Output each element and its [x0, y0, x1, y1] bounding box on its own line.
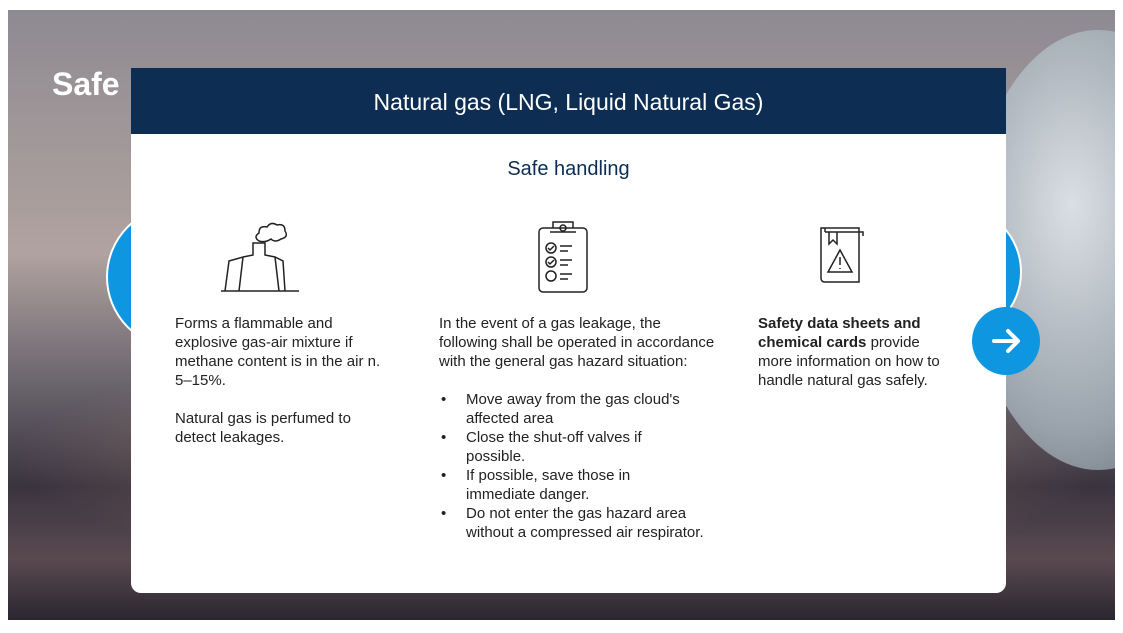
paragraph: In the event of a gas leakage, the follo…: [439, 314, 719, 371]
modal-subtitle: Safe handling: [131, 158, 1006, 181]
column-3: Safety data sheets and chemical cards pr…: [758, 314, 950, 409]
paragraph: Safety data sheets and chemical cards pr…: [758, 314, 950, 390]
bullet: Do not enter the gas hazard area without…: [439, 504, 726, 542]
modal: Natural gas (LNG, Liquid Natural Gas) Sa…: [131, 68, 1006, 593]
column-2: In the event of a gas leakage, the follo…: [439, 314, 719, 542]
icon-checklist: [536, 218, 590, 294]
modal-title: Natural gas (LNG, Liquid Natural Gas): [131, 68, 1006, 134]
bullet-list: Move away from the gas cloud's affected …: [439, 390, 719, 542]
column-1: Forms a flammable and explosive gas-air …: [175, 314, 395, 466]
page: Safe Natural gas (LNG, Liquid Natural Ga…: [0, 0, 1123, 633]
bullet: Move away from the gas cloud's affected …: [439, 390, 686, 428]
arrow-icon: [972, 307, 1040, 375]
icon-safety-book: [819, 226, 865, 284]
next-button[interactable]: [972, 307, 1040, 375]
paragraph: Natural gas is perfumed to detect leakag…: [175, 409, 395, 447]
bullet: If possible, save those in immediate dan…: [439, 466, 686, 504]
paragraph: Forms a flammable and explosive gas-air …: [175, 314, 395, 390]
background-title: Safe: [52, 66, 120, 103]
icon-power-plant: [219, 213, 301, 295]
bullet: Close the shut-off valves if possible.: [439, 428, 686, 466]
